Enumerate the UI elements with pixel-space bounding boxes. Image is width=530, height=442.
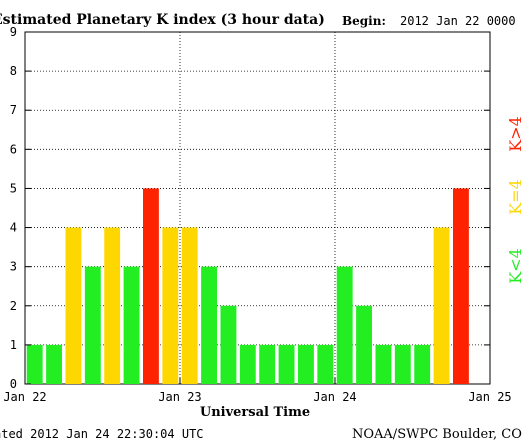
grid-lines <box>25 32 490 384</box>
kp-bar <box>239 344 256 384</box>
x-axis-label: Universal Time <box>200 405 310 420</box>
kp-bar <box>220 305 237 384</box>
kp-bar <box>336 266 353 384</box>
legend-entry: K>4 <box>506 116 525 152</box>
kp-bar <box>259 344 276 384</box>
kp-bar <box>278 344 295 384</box>
kp-bar <box>356 305 372 384</box>
y-tick-label: 1 <box>10 338 17 352</box>
y-axis-ticks: 0 1 2 3 4 5 6 7 8 9 <box>10 25 490 391</box>
kp-bar <box>65 227 82 384</box>
kp-bar <box>162 227 179 384</box>
kp-bar <box>143 188 159 384</box>
credit-label: NOAA/SWPC Boulder, CO <box>352 427 522 442</box>
bars <box>26 188 469 384</box>
kp-bar <box>46 344 62 384</box>
legend-entry: K=4 <box>506 179 525 215</box>
kp-bar <box>433 227 450 384</box>
kp-bar <box>104 227 121 384</box>
kp-bar <box>453 188 469 384</box>
y-tick-label: 8 <box>10 64 17 78</box>
y-tick-label: 5 <box>10 181 17 195</box>
begin-label: Begin: <box>342 14 386 28</box>
y-tick-label: 0 <box>10 377 17 391</box>
updated-timestamp: ated 2012 Jan 24 22:30:04 UTC <box>0 427 204 441</box>
y-tick-label: 7 <box>10 103 17 117</box>
y-tick-label: 6 <box>10 142 17 156</box>
y-tick-label: 3 <box>10 260 17 274</box>
kp-bar <box>123 266 140 384</box>
y-tick-label: 9 <box>10 25 17 39</box>
y-tick-label: 2 <box>10 299 17 313</box>
x-tick-label: Jan 23 <box>158 390 201 404</box>
y-tick-label: 4 <box>10 221 17 235</box>
kp-bar <box>84 266 101 384</box>
x-tick-label: Jan 22 <box>3 390 46 404</box>
plot-frame <box>24 31 491 385</box>
kp-bar <box>375 344 392 384</box>
legend-entry: K<4 <box>506 248 525 284</box>
x-tick-label: Jan 24 <box>313 390 356 404</box>
chart-title: Estimated Planetary K index (3 hour data… <box>0 12 325 28</box>
kp-bar <box>414 344 431 384</box>
kp-bar <box>317 344 334 384</box>
x-axis-ticks: Jan 22 Jan 23 Jan 24 Jan 25 <box>3 378 512 404</box>
kp-bar <box>181 227 198 384</box>
kp-bar <box>26 344 43 384</box>
x-tick-label: Jan 25 <box>468 390 511 404</box>
kp-bar <box>298 344 314 384</box>
begin-value: 2012 Jan 22 0000 <box>400 14 516 28</box>
legend: K<4 K=4 K>4 <box>506 116 525 284</box>
kp-bar <box>394 344 411 384</box>
kp-bar <box>201 266 217 384</box>
